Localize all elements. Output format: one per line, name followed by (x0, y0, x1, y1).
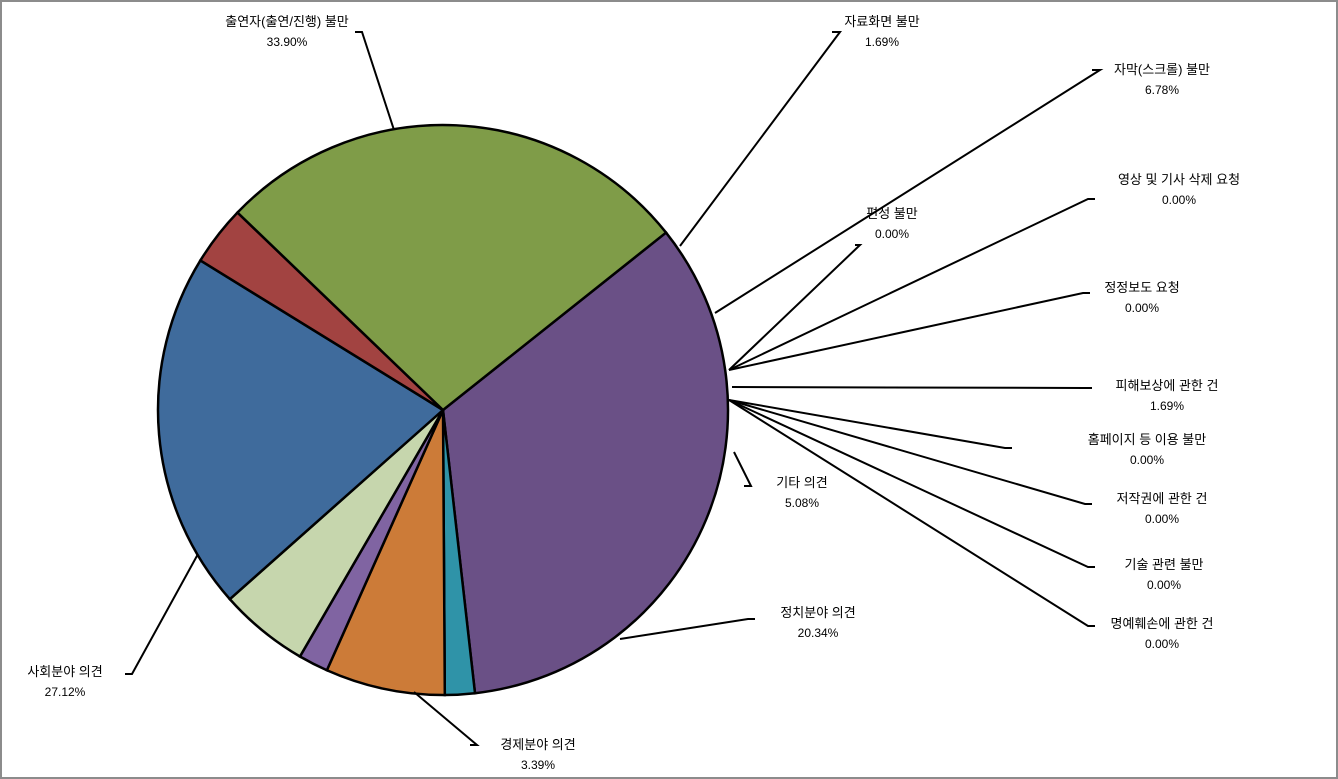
slice-label: 자료화면 불만 (844, 14, 919, 29)
leader-line (728, 198, 1095, 371)
slice-value-label: 0.00% (1145, 512, 1179, 526)
slice-value-label: 20.34% (798, 626, 839, 640)
leader-line (728, 399, 1095, 627)
pie-slice (325, 409, 447, 697)
slice-value-label: 1.69% (865, 35, 899, 49)
pie-slice (441, 230, 730, 695)
slice-label: 피해보상에 관한 건 (1116, 378, 1219, 393)
leader-line (355, 31, 395, 131)
pie-slice (235, 123, 668, 412)
slice-value-label: 1.69% (1150, 399, 1184, 413)
leader-line (679, 31, 842, 247)
leader-line (728, 399, 1092, 505)
slice-label: 사회분야 의견 (27, 664, 102, 679)
slice-label: 명예훼손에 관한 건 (1111, 616, 1214, 631)
slice-label: 경제분야 의견 (500, 737, 575, 752)
slice-label: 정정보도 요청 (1104, 280, 1179, 295)
pie-slice (156, 258, 446, 601)
leader-line (733, 451, 753, 487)
leader-line (728, 399, 1095, 568)
slice-label: 출연자(출연/진행) 불만 (225, 14, 349, 29)
slice-value-label: 0.00% (1147, 578, 1181, 592)
leader-line (728, 399, 1012, 449)
leader-line (125, 553, 199, 675)
slice-value-label: 3.39% (521, 758, 555, 772)
slice-label: 기술 관련 불만 (1125, 557, 1204, 572)
slice-label: 홈페이지 등 이용 불만 (1088, 432, 1207, 447)
slice-label: 정치분야 의견 (780, 605, 855, 620)
slice-label: 저작권에 관한 건 (1117, 491, 1208, 506)
leader-line (728, 292, 1090, 371)
slice-value-label: 0.00% (875, 227, 909, 241)
slice-label: 기타 의견 (776, 475, 827, 490)
leader-line (413, 691, 480, 746)
slice-label: 편성 불만 (866, 206, 917, 221)
slice-value-label: 0.00% (1130, 453, 1164, 467)
slice-value-label: 0.00% (1125, 301, 1159, 315)
slice-label: 영상 및 기사 삭제 요청 (1118, 172, 1240, 187)
slice-value-label: 6.78% (1145, 83, 1179, 97)
slice-value-label: 27.12% (45, 685, 86, 699)
slice-label: 자막(스크롤) 불만 (1114, 62, 1210, 77)
leader-line (728, 244, 863, 371)
slice-value-label: 5.08% (785, 496, 819, 510)
leader-line (714, 69, 1104, 314)
leader-line (619, 618, 755, 640)
slice-value-label: 33.90% (267, 35, 308, 49)
slice-value-label: 0.00% (1162, 193, 1196, 207)
slice-value-label: 0.00% (1145, 637, 1179, 651)
leader-line (731, 386, 1092, 389)
